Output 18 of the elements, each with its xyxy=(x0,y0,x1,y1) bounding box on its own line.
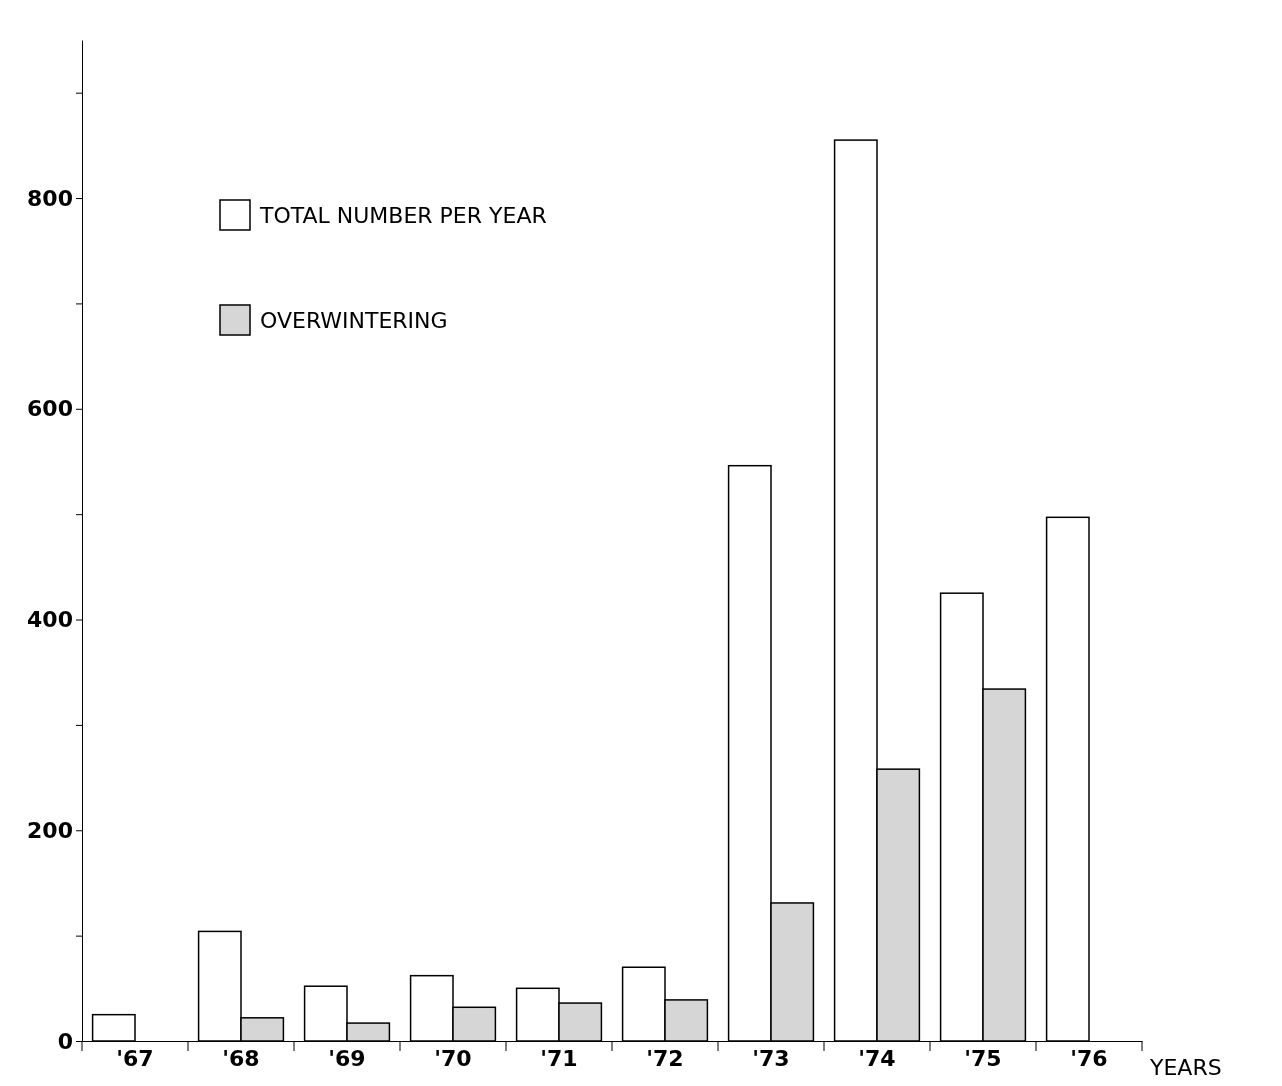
y-tick-label: 0 xyxy=(57,1028,73,1054)
legend-label: TOTAL NUMBER PER YEAR xyxy=(259,203,547,228)
x-tick-label: '74 xyxy=(858,1046,896,1071)
x-tick-label: '76 xyxy=(1070,1046,1108,1071)
x-tick-label: '73 xyxy=(752,1046,790,1071)
x-tick-label: '67 xyxy=(116,1046,154,1071)
y-tick-label: 200 xyxy=(27,817,73,843)
x-axis-title: YEARS xyxy=(1149,1055,1222,1080)
y-tick-label: 800 xyxy=(27,185,73,211)
x-tick-label: '71 xyxy=(540,1046,578,1071)
y-tick-label: 600 xyxy=(27,396,73,422)
y-tick-label: 400 xyxy=(27,607,73,633)
x-tick-label: '70 xyxy=(434,1046,472,1071)
x-tick-label: '69 xyxy=(328,1046,366,1071)
x-tick-label: '68 xyxy=(222,1046,260,1071)
x-tick-label: '72 xyxy=(646,1046,684,1071)
legend-label: OVERWINTERING xyxy=(260,308,448,333)
x-tick-label: '75 xyxy=(964,1046,1002,1071)
